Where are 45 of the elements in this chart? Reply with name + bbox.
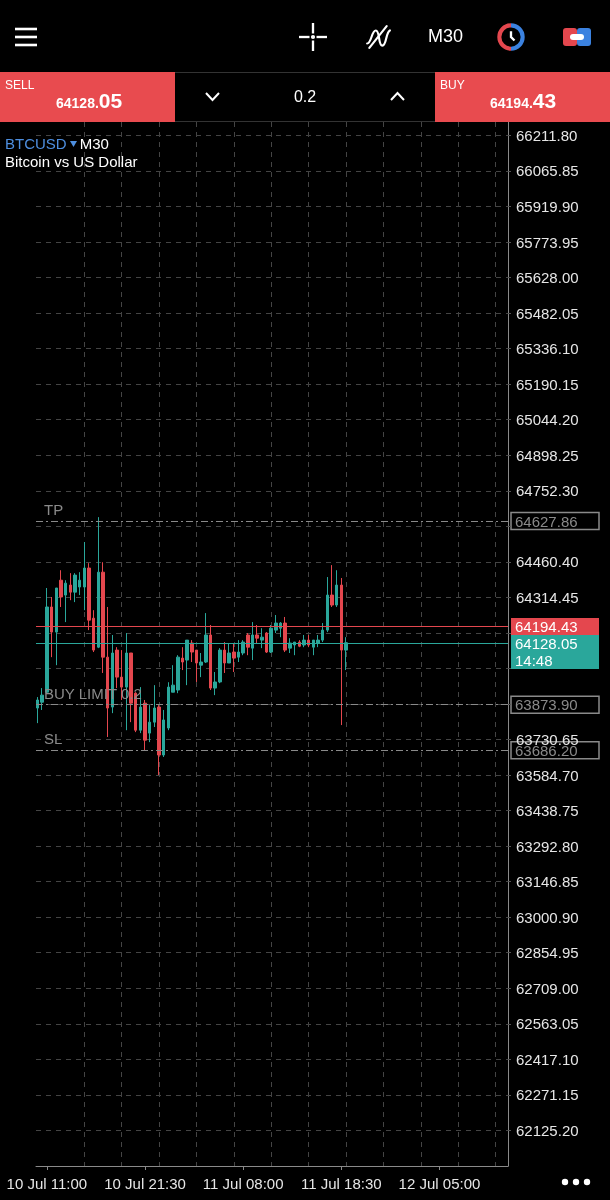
x-tick-label: 11 Jul 18:30 xyxy=(301,1175,382,1192)
y-tick-label: 65044.20 xyxy=(516,411,579,429)
y-tick-label: 64460.40 xyxy=(516,553,579,571)
text: 64128.05 xyxy=(515,635,578,653)
ref-line-label: TP xyxy=(44,501,64,519)
y-tick-label: 65190.15 xyxy=(516,375,579,393)
y-tick-label: 66065.85 xyxy=(516,162,579,180)
y-tick-label: 62417.10 xyxy=(516,1050,579,1068)
y-tick-label: 66211.80 xyxy=(516,126,578,144)
annotation: M30 xyxy=(79,135,109,152)
y-tick-label: 65919.90 xyxy=(516,198,579,216)
text: BUY xyxy=(440,78,465,92)
y-tick-label: 63146.85 xyxy=(516,873,579,891)
text: SELL xyxy=(5,78,35,92)
y-tick-label: 63438.75 xyxy=(516,802,579,820)
text: 0.2 xyxy=(292,88,318,106)
y-tick-label: 65336.10 xyxy=(516,340,579,358)
text: 64194.43 xyxy=(515,618,578,636)
y-tick-label: 63584.70 xyxy=(516,766,579,784)
y-tick-label: 63292.80 xyxy=(516,837,579,855)
text: Bitcoin vs US Dollar xyxy=(5,153,138,170)
y-tick-label: 62271.15 xyxy=(516,1086,579,1104)
y-tick-label: 65482.05 xyxy=(516,304,579,322)
y-tick-label: 63000.90 xyxy=(516,908,579,926)
y-tick-label: 64314.45 xyxy=(516,588,579,606)
text: 64627.86 xyxy=(515,512,578,530)
text: M30 xyxy=(428,26,464,47)
y-tick-label: 62709.00 xyxy=(516,979,579,997)
y-tick-label: 65628.00 xyxy=(516,269,579,287)
x-tick-label: 10 Jul 21:30 xyxy=(104,1175,186,1192)
x-tick-label: 12 Jul 05:00 xyxy=(398,1175,481,1192)
y-tick-label: 62854.95 xyxy=(516,944,579,962)
text: 64194.43 xyxy=(490,89,557,112)
y-tick-label: 64752.30 xyxy=(516,482,579,500)
text: BTCUSD xyxy=(5,135,67,152)
y-tick-label: 65773.95 xyxy=(516,233,579,251)
text: 14:48 xyxy=(515,652,553,670)
x-tick-label: 10 Jul 11:00 xyxy=(6,1175,88,1192)
x-tick-label: 11 Jul 08:00 xyxy=(202,1175,284,1192)
y-tick-label: 62125.20 xyxy=(516,1121,579,1139)
ref-line-label: SL xyxy=(44,730,63,748)
y-tick-label: 62563.05 xyxy=(516,1015,579,1033)
y-tick-label: 64898.25 xyxy=(516,446,579,464)
text: 64128.05 xyxy=(56,89,123,112)
text: 63873.90 xyxy=(515,696,578,714)
